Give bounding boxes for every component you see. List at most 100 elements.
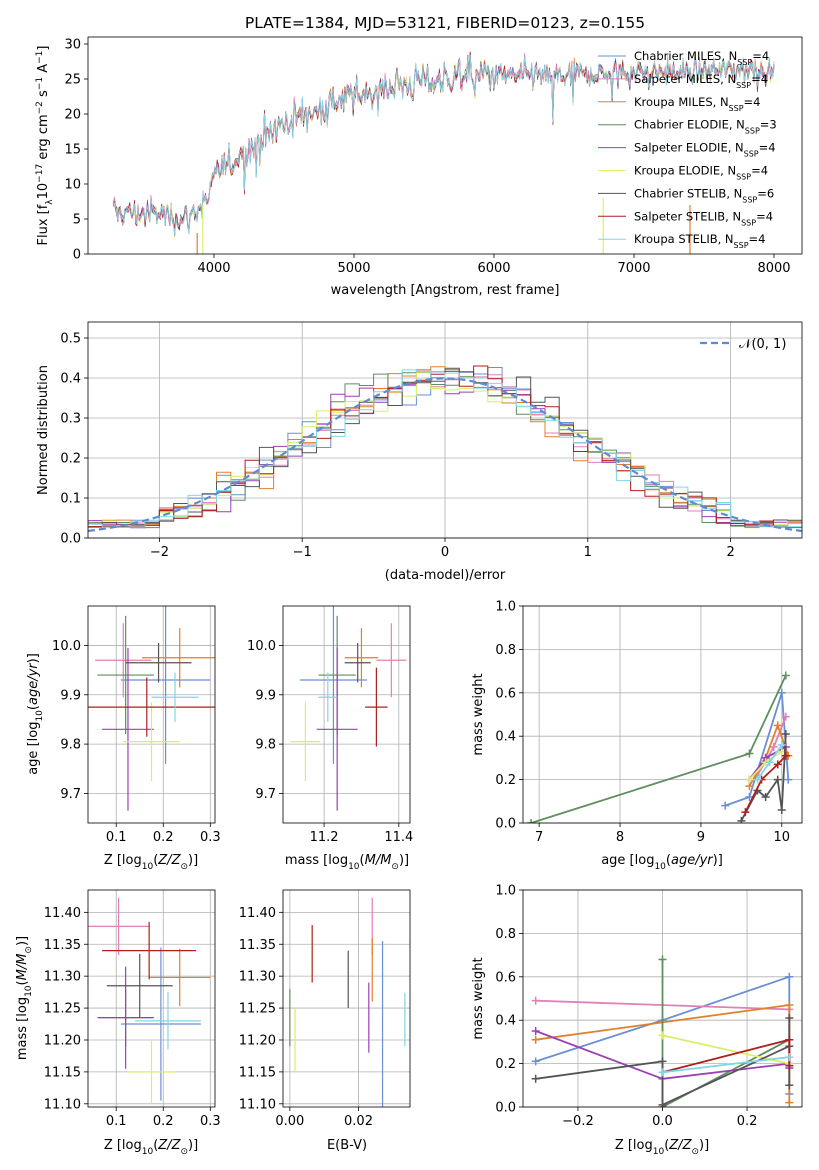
weight-point xyxy=(737,816,746,823)
spectrum-lines xyxy=(112,51,775,254)
y-tick-label: 11.25 xyxy=(44,1002,81,1017)
legend-entry: Chabrier ELODIE, NSSP=3 xyxy=(634,118,777,136)
histogram-series xyxy=(88,365,802,528)
label-part: 10 xyxy=(35,710,45,722)
label-part: Flux [f xyxy=(36,204,51,245)
weight-point xyxy=(531,1027,540,1036)
y-tick-label: 0.4 xyxy=(495,730,516,745)
weight-point xyxy=(658,1068,667,1077)
y-tick-label: 0.1 xyxy=(60,492,81,507)
legend-text-sub: SSP xyxy=(737,58,752,67)
x-tick-label: 0.3 xyxy=(200,830,221,845)
y-tick-label: 11.20 xyxy=(239,1033,276,1048)
weight-point xyxy=(785,1001,794,1010)
x-tick-label: 2 xyxy=(726,545,734,560)
label-part: −2 xyxy=(35,101,45,114)
x-tick-label: 1 xyxy=(584,545,592,560)
x-axis-label: mass [log10(M/M⊙)] xyxy=(285,853,409,872)
y-tick-label: 9.8 xyxy=(255,738,276,753)
legend-text: Kroupa MILES, N xyxy=(634,95,729,109)
weight-point xyxy=(658,1031,667,1040)
y-tick-label: 9.7 xyxy=(255,787,276,802)
label-part: 10 xyxy=(653,1147,665,1157)
legend-entry: Kroupa MILES, NSSP=4 xyxy=(634,95,760,113)
y-tick-label: 0.2 xyxy=(60,452,81,467)
x-tick-label: −1 xyxy=(293,545,312,560)
axes-frame xyxy=(87,889,216,1108)
spectrum-panel: 4000 5000 6000 7000 8000 0 5 10 15 20 25 30 PLATE=13… xyxy=(35,14,803,298)
label-part: ⊙ xyxy=(180,862,188,872)
weight-point xyxy=(777,740,786,749)
legend-entry: Chabrier MILES, NSSP=4 xyxy=(634,49,769,67)
y-tick-label: 11.40 xyxy=(44,906,81,921)
label-part: mass [log xyxy=(285,853,348,868)
y-tick-label: 9.8 xyxy=(60,738,81,753)
x-tick-label: 9 xyxy=(697,830,705,845)
label-part: λ xyxy=(45,199,55,205)
y-tick-label: 0.0 xyxy=(60,532,81,547)
weight-series xyxy=(662,1038,791,1074)
errorbars xyxy=(289,897,406,1107)
legend-text-sub: SSP xyxy=(736,172,751,181)
legend-text: Salpeter MILES, N xyxy=(634,72,736,86)
spectrum-line xyxy=(112,54,775,235)
weight-point xyxy=(785,972,794,981)
weight-point xyxy=(745,775,754,784)
legend-text-tail: =4 xyxy=(749,232,766,246)
y-tick-label: 0.6 xyxy=(495,686,516,701)
label-part: Z/Z xyxy=(157,853,181,868)
normal-curve xyxy=(88,377,802,533)
y-tick-label: 11.15 xyxy=(44,1065,81,1080)
label-part: M/M xyxy=(365,853,392,868)
errorbars xyxy=(88,897,211,1104)
weight-point xyxy=(761,792,770,801)
label-part: )] xyxy=(26,653,41,663)
legend-text-sub: SSP xyxy=(744,149,759,158)
x-tick-label: 8000 xyxy=(757,261,790,276)
legend-text-tail: =4 xyxy=(759,141,776,155)
y-axis-label: age [log10(age/yr)] xyxy=(26,653,45,775)
x-tick-label: 10 xyxy=(774,830,791,845)
axes-frame xyxy=(87,36,803,255)
histogram-series xyxy=(88,367,802,528)
y-tick-label: 0.6 xyxy=(495,970,516,985)
weight-point xyxy=(741,808,750,817)
label-part: mass [log xyxy=(15,997,30,1060)
weight-series xyxy=(661,959,790,1107)
weight-point xyxy=(781,712,790,721)
age_vs_Z-panel: 0.1 0.2 0.39.79.89.910.0Z [log10(Z/Z⊙)]age… xyxy=(26,605,221,872)
x-tick-label: 11.2 xyxy=(310,830,339,845)
legend-text-tail: =3 xyxy=(760,118,777,132)
label-part: Z/Z xyxy=(157,1138,181,1153)
legend-text-sub: SSP xyxy=(736,80,751,89)
weight-point xyxy=(785,1014,794,1023)
chart-title: PLATE=1384, MJD=53121, FIBERID=0123, z=0… xyxy=(245,14,645,32)
y-tick-label: 30 xyxy=(64,38,81,53)
label-part: 10 xyxy=(24,985,34,997)
x-tick-label: 5000 xyxy=(337,261,370,276)
label-part: ⊙ xyxy=(391,862,399,872)
y-tick-label: 9.9 xyxy=(60,688,81,703)
weight-point xyxy=(785,1053,794,1062)
x-tick-label: 0.2 xyxy=(737,1114,758,1129)
x-tick-label: 4000 xyxy=(197,261,230,276)
label-part: )] xyxy=(188,853,198,868)
histogram-series xyxy=(88,369,802,528)
age_vs_mass-panel: 11.2 11.4 9.7 9.8 9.9 10.0 mass [log10(M/M⊙)] xyxy=(247,605,413,872)
legend-text: Kroupa ELODIE, N xyxy=(634,164,736,178)
legend-text-sub: SSP xyxy=(741,218,756,227)
axes-frame xyxy=(522,889,803,1108)
label-part: M/M xyxy=(15,954,30,981)
x-axis-label: Z [log10(Z/Z⊙)] xyxy=(615,1138,709,1157)
weight-series xyxy=(740,733,787,822)
weight-series xyxy=(744,755,787,813)
legend-text: Salpeter STELIB, N xyxy=(634,209,741,223)
x-tick-label: −2 xyxy=(150,545,169,560)
y-tick-label: 10.0 xyxy=(52,639,81,654)
weight-point xyxy=(773,760,782,769)
weight-lines xyxy=(531,955,794,1107)
legend-text: Kroupa STELIB, N xyxy=(634,232,734,246)
x-tick-label: 6000 xyxy=(477,261,510,276)
legend-entry: Salpeter ELODIE, NSSP=4 xyxy=(634,141,776,159)
x-tick-label: 0.00 xyxy=(275,1114,304,1129)
